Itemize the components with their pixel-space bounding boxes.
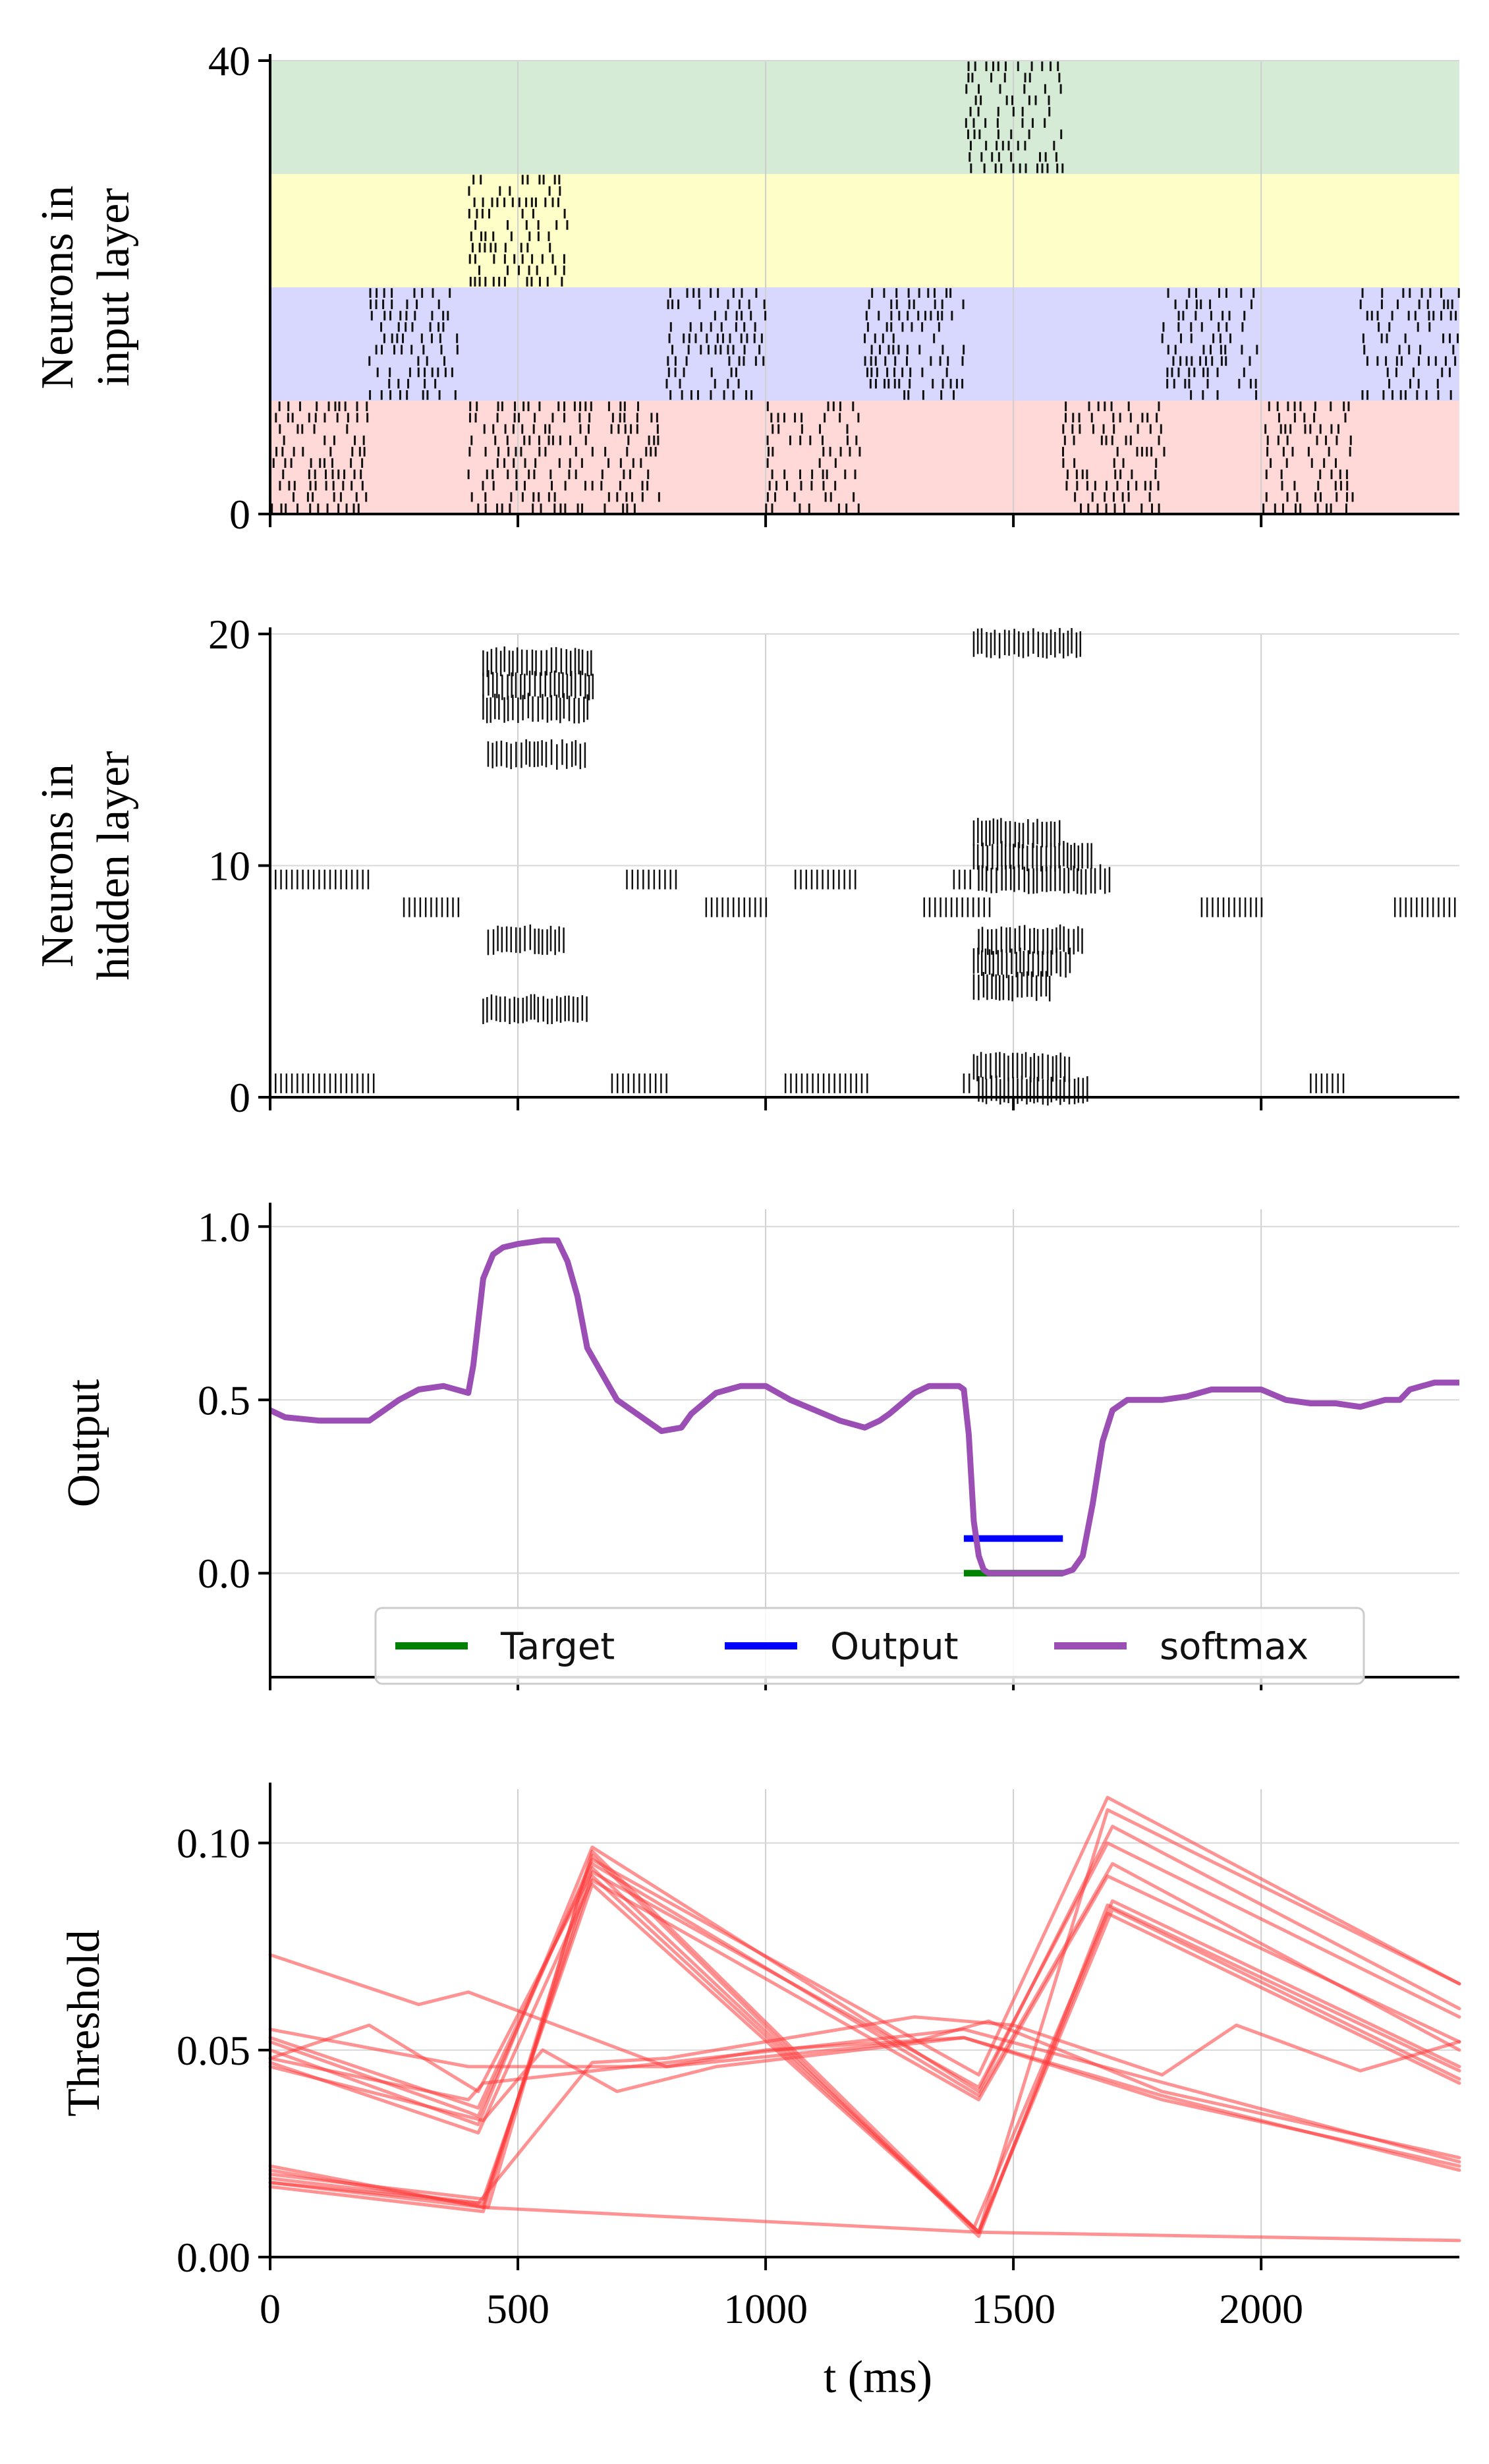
y-tick-label: 0.05 <box>177 2027 250 2074</box>
spike-row-6 <box>972 971 1051 1002</box>
series-low-1 <box>268 1854 1461 2239</box>
x-tick-label: 1000 <box>723 2285 808 2332</box>
y-tick-label: 0.10 <box>177 1820 250 1867</box>
band-3 <box>270 61 1459 174</box>
band-1 <box>270 287 1459 401</box>
x-tick-label: 0 <box>260 2285 281 2332</box>
spike-row-12 <box>487 739 586 770</box>
spike-row-5 <box>482 994 588 1025</box>
series-low-6 <box>268 2164 1461 2243</box>
spike-row-10 <box>972 841 1092 872</box>
series-decay-3 <box>268 2036 1461 2172</box>
series-mid-3 <box>268 1841 1461 2094</box>
y-tick-label: 0.5 <box>198 1377 250 1423</box>
spike-burst-7 <box>864 288 965 400</box>
spike-burst-11 <box>965 61 1064 173</box>
series-decay-4 <box>268 2027 1461 2163</box>
spike-row-16 <box>972 627 1082 659</box>
y-tick-label: 0 <box>229 1074 250 1121</box>
legend-label-Target: Target <box>500 1626 615 1669</box>
series-mid-1 <box>268 1796 1461 2118</box>
spike-row-11 <box>972 818 1061 849</box>
series-low-4 <box>268 1883 1461 2230</box>
threshold-panel: 0.00 0.05 0.10 0 500 1000 1500 2000 t (ms) Thresh… <box>59 1783 1461 2403</box>
y-tick-label: 0.0 <box>198 1550 250 1597</box>
spike-burst-4 <box>1262 401 1354 513</box>
spike-burst-6 <box>665 288 767 400</box>
series-step-1 <box>268 2015 1461 2205</box>
input-layer-panel: 0 40 Neurons in input layer <box>32 38 1460 538</box>
spike-burst-1 <box>467 401 660 513</box>
x-tick-label: 1500 <box>971 2285 1055 2332</box>
y-axis-label-line: Output <box>59 1379 109 1507</box>
spike-row-7 <box>972 947 1071 979</box>
band-0 <box>270 401 1459 514</box>
y-axis-label-line: hidden layer <box>88 751 139 981</box>
series-mid-4 <box>268 1862 1461 2110</box>
spike-row-13 <box>482 693 588 724</box>
output-panel: 0.0 0.5 1.0 Output Target Output softmax <box>59 1203 1459 1690</box>
spike-row-3 <box>978 1075 1088 1106</box>
spike-row-0 <box>269 1073 1345 1093</box>
spike-row-14 <box>482 670 594 701</box>
x-axis-label: t (ms) <box>824 2352 932 2403</box>
spike-burst-8 <box>1161 288 1258 400</box>
y-tick-label: 1.0 <box>198 1203 250 1250</box>
legend-label-Output: Output <box>830 1626 959 1669</box>
legend-label-softmax: softmax <box>1160 1626 1308 1669</box>
legend-box <box>374 1607 1365 1685</box>
spike-burst-3 <box>1062 401 1166 513</box>
y-tick-label: 20 <box>208 611 250 658</box>
x-tick-label: 2000 <box>1219 2285 1303 2332</box>
spike-row-1 <box>403 897 1456 917</box>
spike-row-9 <box>978 864 1111 895</box>
series-mid-5 <box>268 1874 1461 2135</box>
spike-burst-0 <box>269 401 369 513</box>
y-tick-label: 40 <box>208 38 250 84</box>
y-axis-label-line: Neurons in <box>32 764 83 967</box>
y-axis-label-line: Neurons in <box>32 185 83 389</box>
spike-row-8 <box>487 924 1083 956</box>
spike-row-4 <box>972 1052 1071 1083</box>
legend: Target Output softmax <box>374 1607 1365 1685</box>
band-2 <box>270 174 1459 287</box>
spike-burst-10 <box>468 175 569 287</box>
spike-burst-5 <box>368 288 459 400</box>
hidden-layer-panel: 0 10 20 Neurons in hidden layer <box>32 611 1459 1121</box>
series-softmax <box>269 1237 1459 1576</box>
y-axis-label-line: Threshold <box>59 1930 109 2117</box>
spike-row-15 <box>482 646 592 677</box>
spike-row-2 <box>269 869 971 890</box>
x-tick-label: 500 <box>486 2285 549 2332</box>
y-axis-label-line: input layer <box>88 188 139 386</box>
spike-burst-2 <box>765 401 861 513</box>
series-mid-2 <box>268 1825 1461 2127</box>
y-tick-label: 0.00 <box>177 2234 250 2281</box>
spike-burst-9 <box>1359 288 1460 400</box>
y-tick-label: 10 <box>208 843 250 890</box>
y-tick-label: 0 <box>229 491 250 538</box>
